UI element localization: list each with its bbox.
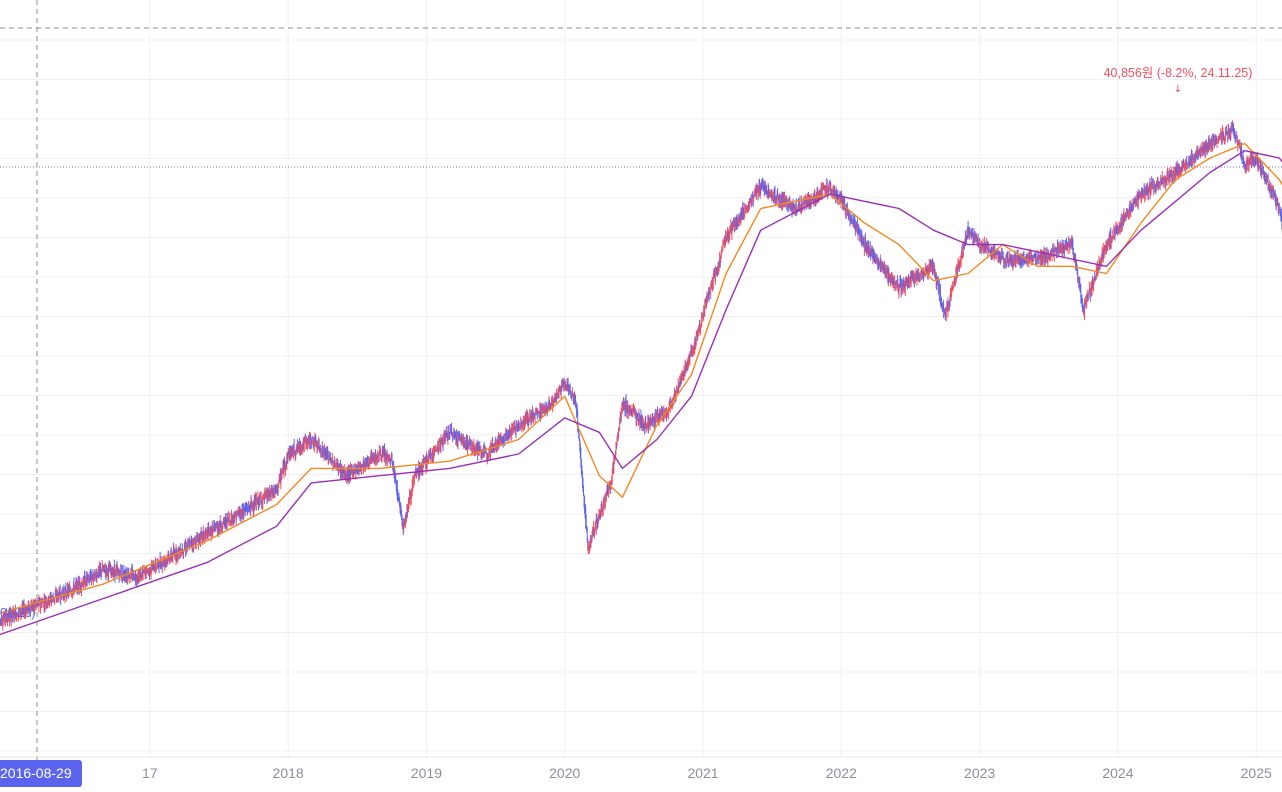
- x-axis: 17 2018 2019 2020 2021 2022 2023 2024 2025: [142, 765, 1272, 781]
- low-annotation: 01.20): [0, 606, 35, 620]
- x-tick-label: 17: [142, 765, 158, 781]
- x-tick-label: 2019: [411, 765, 442, 781]
- moving-average-long: [0, 149, 1282, 636]
- reference-lines: [0, 0, 1282, 760]
- candles: [0, 120, 1282, 631]
- x-tick-label: 2020: [549, 765, 580, 781]
- grid: [0, 0, 1282, 757]
- x-tick-label: 2023: [964, 765, 995, 781]
- x-tick-label: 2018: [273, 765, 304, 781]
- peak-arrow-icon: ↓: [1174, 84, 1182, 95]
- peak-annotation: 40,856원 (-8.2%, 24.11.25): [1104, 66, 1253, 80]
- x-tick-label: 2024: [1102, 765, 1133, 781]
- x-tick-label: 2022: [826, 765, 857, 781]
- crosshair-date-badge: 2016-08-29: [0, 760, 82, 787]
- x-tick-label: 2025: [1241, 765, 1272, 781]
- annotations: 40,856원 (-8.2%, 24.11.25) ↓ 01.20): [0, 66, 1252, 620]
- x-tick-label: 2021: [687, 765, 718, 781]
- moving-averages: [0, 142, 1282, 636]
